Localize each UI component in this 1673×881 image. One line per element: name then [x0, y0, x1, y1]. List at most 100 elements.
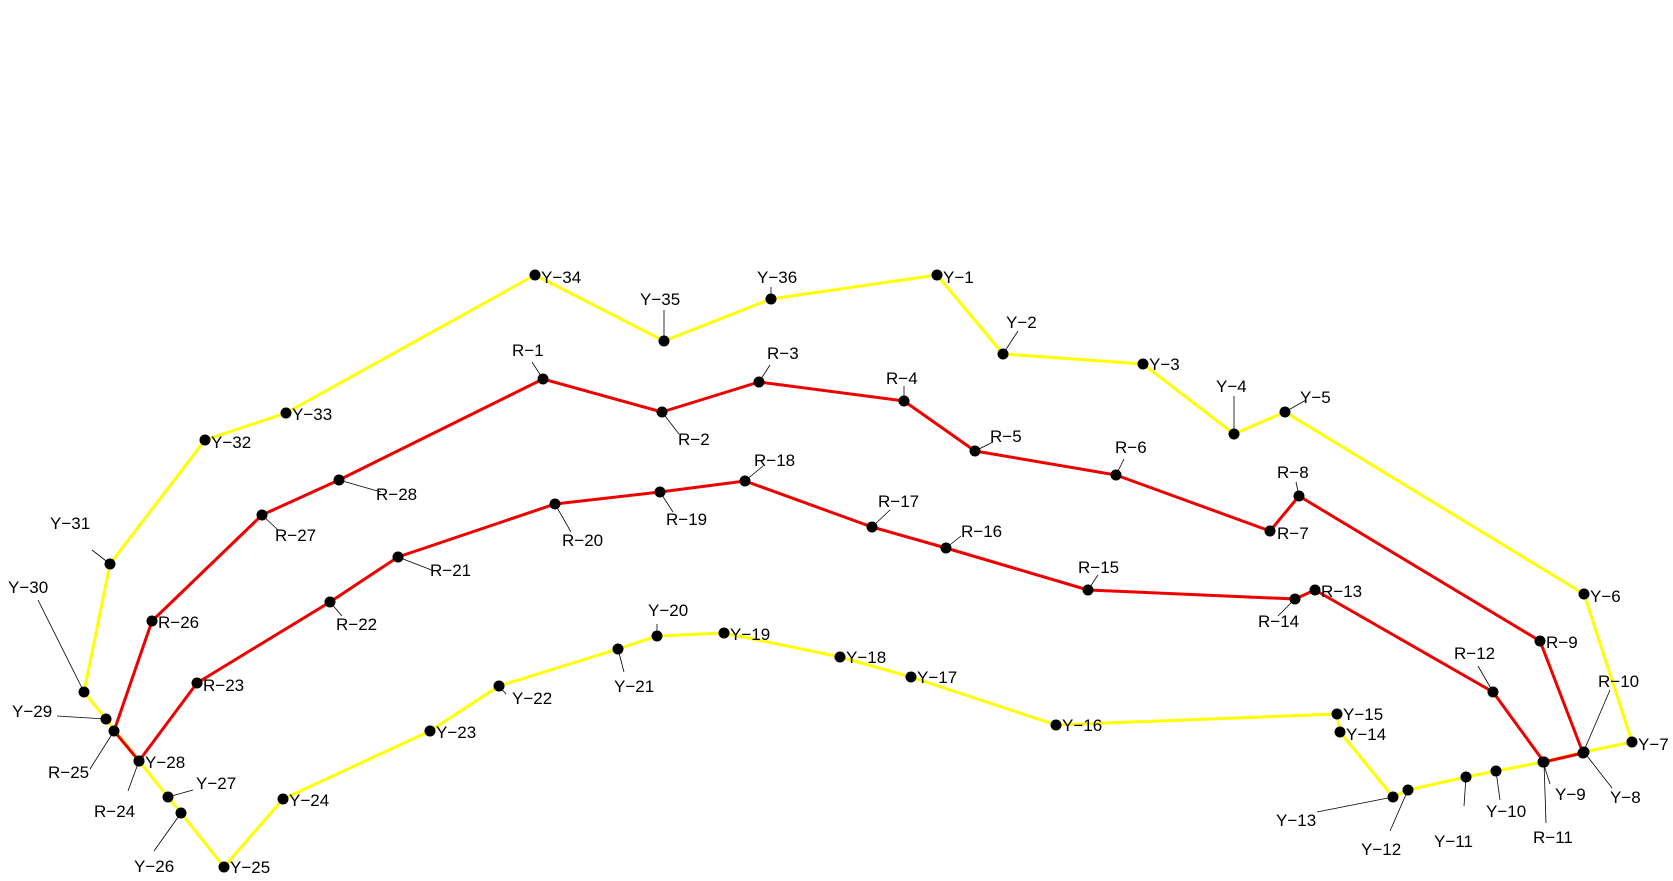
label-r-21: R−21: [430, 561, 471, 580]
label-y-21: Y−21: [614, 677, 654, 696]
point-r-22: [324, 596, 336, 608]
label-y-3: Y−3: [1149, 355, 1180, 374]
label-r-3: R−3: [767, 344, 799, 363]
point-r-13: [1309, 584, 1321, 596]
point-y-22: [493, 680, 505, 692]
point-y-34: [529, 269, 541, 281]
label-y-7: Y−7: [1638, 735, 1669, 754]
point-y-17: [905, 671, 917, 683]
leader-line-r-28: [338, 479, 382, 493]
label-r-2: R−2: [678, 430, 710, 449]
point-r-12: [1487, 686, 1499, 698]
label-y-26: Y−26: [134, 857, 174, 876]
point-r-6: [1110, 469, 1122, 481]
leader-line-y-13: [1316, 796, 1394, 813]
label-y-17: Y−17: [917, 668, 957, 687]
label-y-20: Y−20: [648, 601, 688, 620]
point-y-12: [1402, 784, 1414, 796]
label-y-34: Y−34: [541, 268, 581, 287]
leader-line-y-29: [56, 715, 107, 720]
point-r-1: [537, 373, 549, 385]
label-r-24: R−24: [94, 802, 135, 821]
point-r-23: [191, 677, 203, 689]
label-y-31: Y−31: [50, 514, 90, 533]
label-y-2: Y−2: [1006, 313, 1037, 332]
point-y-36: [765, 293, 777, 305]
leader-lines: [37, 287, 1613, 852]
point-r-17: [866, 521, 878, 533]
point-r-2: [656, 406, 668, 418]
point-r-14: [1289, 593, 1301, 605]
point-y-25: [218, 861, 230, 873]
label-y-27: Y−27: [196, 774, 236, 793]
point-labels: Y−1 Y−2 Y−3 Y−4 Y−5 Y−6 Y−7 Y−8 Y−9 Y−10 Y−11 Y−12 Y…: [8, 268, 1669, 877]
label-y-18: Y−18: [846, 648, 886, 667]
point-r-20: [549, 498, 561, 510]
leader-line-y-30: [37, 599, 85, 693]
point-r-7: [1264, 525, 1276, 537]
point-y-21: [612, 643, 624, 655]
label-y-14: Y−14: [1346, 725, 1386, 744]
yellow-polyline: [82, 273, 1634, 869]
label-y-22: Y−22: [512, 689, 552, 708]
label-y-35: Y−35: [640, 290, 680, 309]
point-r-18: [739, 475, 751, 487]
point-r-9: [1534, 635, 1546, 647]
label-y-25: Y−25: [230, 858, 270, 877]
point-r-27: [256, 509, 268, 521]
label-y-4: Y−4: [1216, 377, 1247, 396]
point-y-20: [651, 630, 663, 642]
label-r-19: R−19: [666, 510, 707, 529]
label-r-11: R−11: [1533, 828, 1573, 847]
leader-line-y-12: [1389, 789, 1409, 832]
label-y-8: Y−8: [1610, 788, 1641, 807]
point-y-1: [931, 269, 943, 281]
label-y-16: Y−16: [1062, 716, 1102, 735]
label-y-29: Y−29: [12, 702, 52, 721]
leader-line-r-10: [1582, 689, 1611, 754]
label-y-11: Y−11: [1434, 832, 1473, 851]
label-y-23: Y−23: [436, 723, 476, 742]
label-r-25: R−25: [48, 763, 89, 782]
label-r-26: R−26: [158, 613, 199, 632]
label-r-17: R−17: [878, 492, 919, 511]
label-y-28: Y−28: [145, 753, 185, 772]
point-r-25: [108, 725, 120, 737]
point-y-7: [1626, 736, 1638, 748]
label-y-24: Y−24: [289, 791, 329, 810]
label-y-12: Y−12: [1361, 840, 1401, 859]
point-y-32: [199, 434, 211, 446]
label-r-18: R−18: [754, 451, 795, 470]
label-r-5: R−5: [990, 427, 1022, 446]
point-y-10: [1490, 765, 1502, 777]
point-y-16: [1050, 719, 1062, 731]
point-y-26: [175, 807, 187, 819]
point-y-27: [162, 791, 174, 803]
label-r-8: R−8: [1277, 463, 1309, 482]
label-r-10: R−10: [1598, 672, 1639, 691]
point-y-5: [1279, 406, 1291, 418]
leader-line-y-26: [153, 812, 182, 852]
polylines: [82, 273, 1634, 869]
point-y-6: [1578, 588, 1590, 600]
point-r-5: [969, 445, 981, 457]
leader-line-r-25: [89, 730, 115, 770]
point-y-3: [1137, 358, 1149, 370]
label-r-15: R−15: [1078, 558, 1119, 577]
label-y-1: Y−1: [943, 268, 974, 287]
point-y-19: [718, 627, 730, 639]
label-r-14: R−14: [1258, 612, 1299, 631]
label-r-12: R−12: [1454, 644, 1495, 663]
point-y-2: [997, 348, 1009, 360]
leader-line-r-11: [1543, 761, 1547, 824]
label-y-36: Y−36: [757, 268, 797, 287]
label-r-28: R−28: [376, 485, 417, 504]
point-y-33: [280, 407, 292, 419]
label-r-27: R−27: [275, 526, 316, 545]
label-r-13: R−13: [1321, 582, 1362, 601]
label-y-15: Y−15: [1343, 705, 1383, 724]
label-r-4: R−4: [886, 369, 918, 388]
point-r-21: [392, 551, 404, 563]
label-r-7: R−7: [1277, 524, 1309, 543]
